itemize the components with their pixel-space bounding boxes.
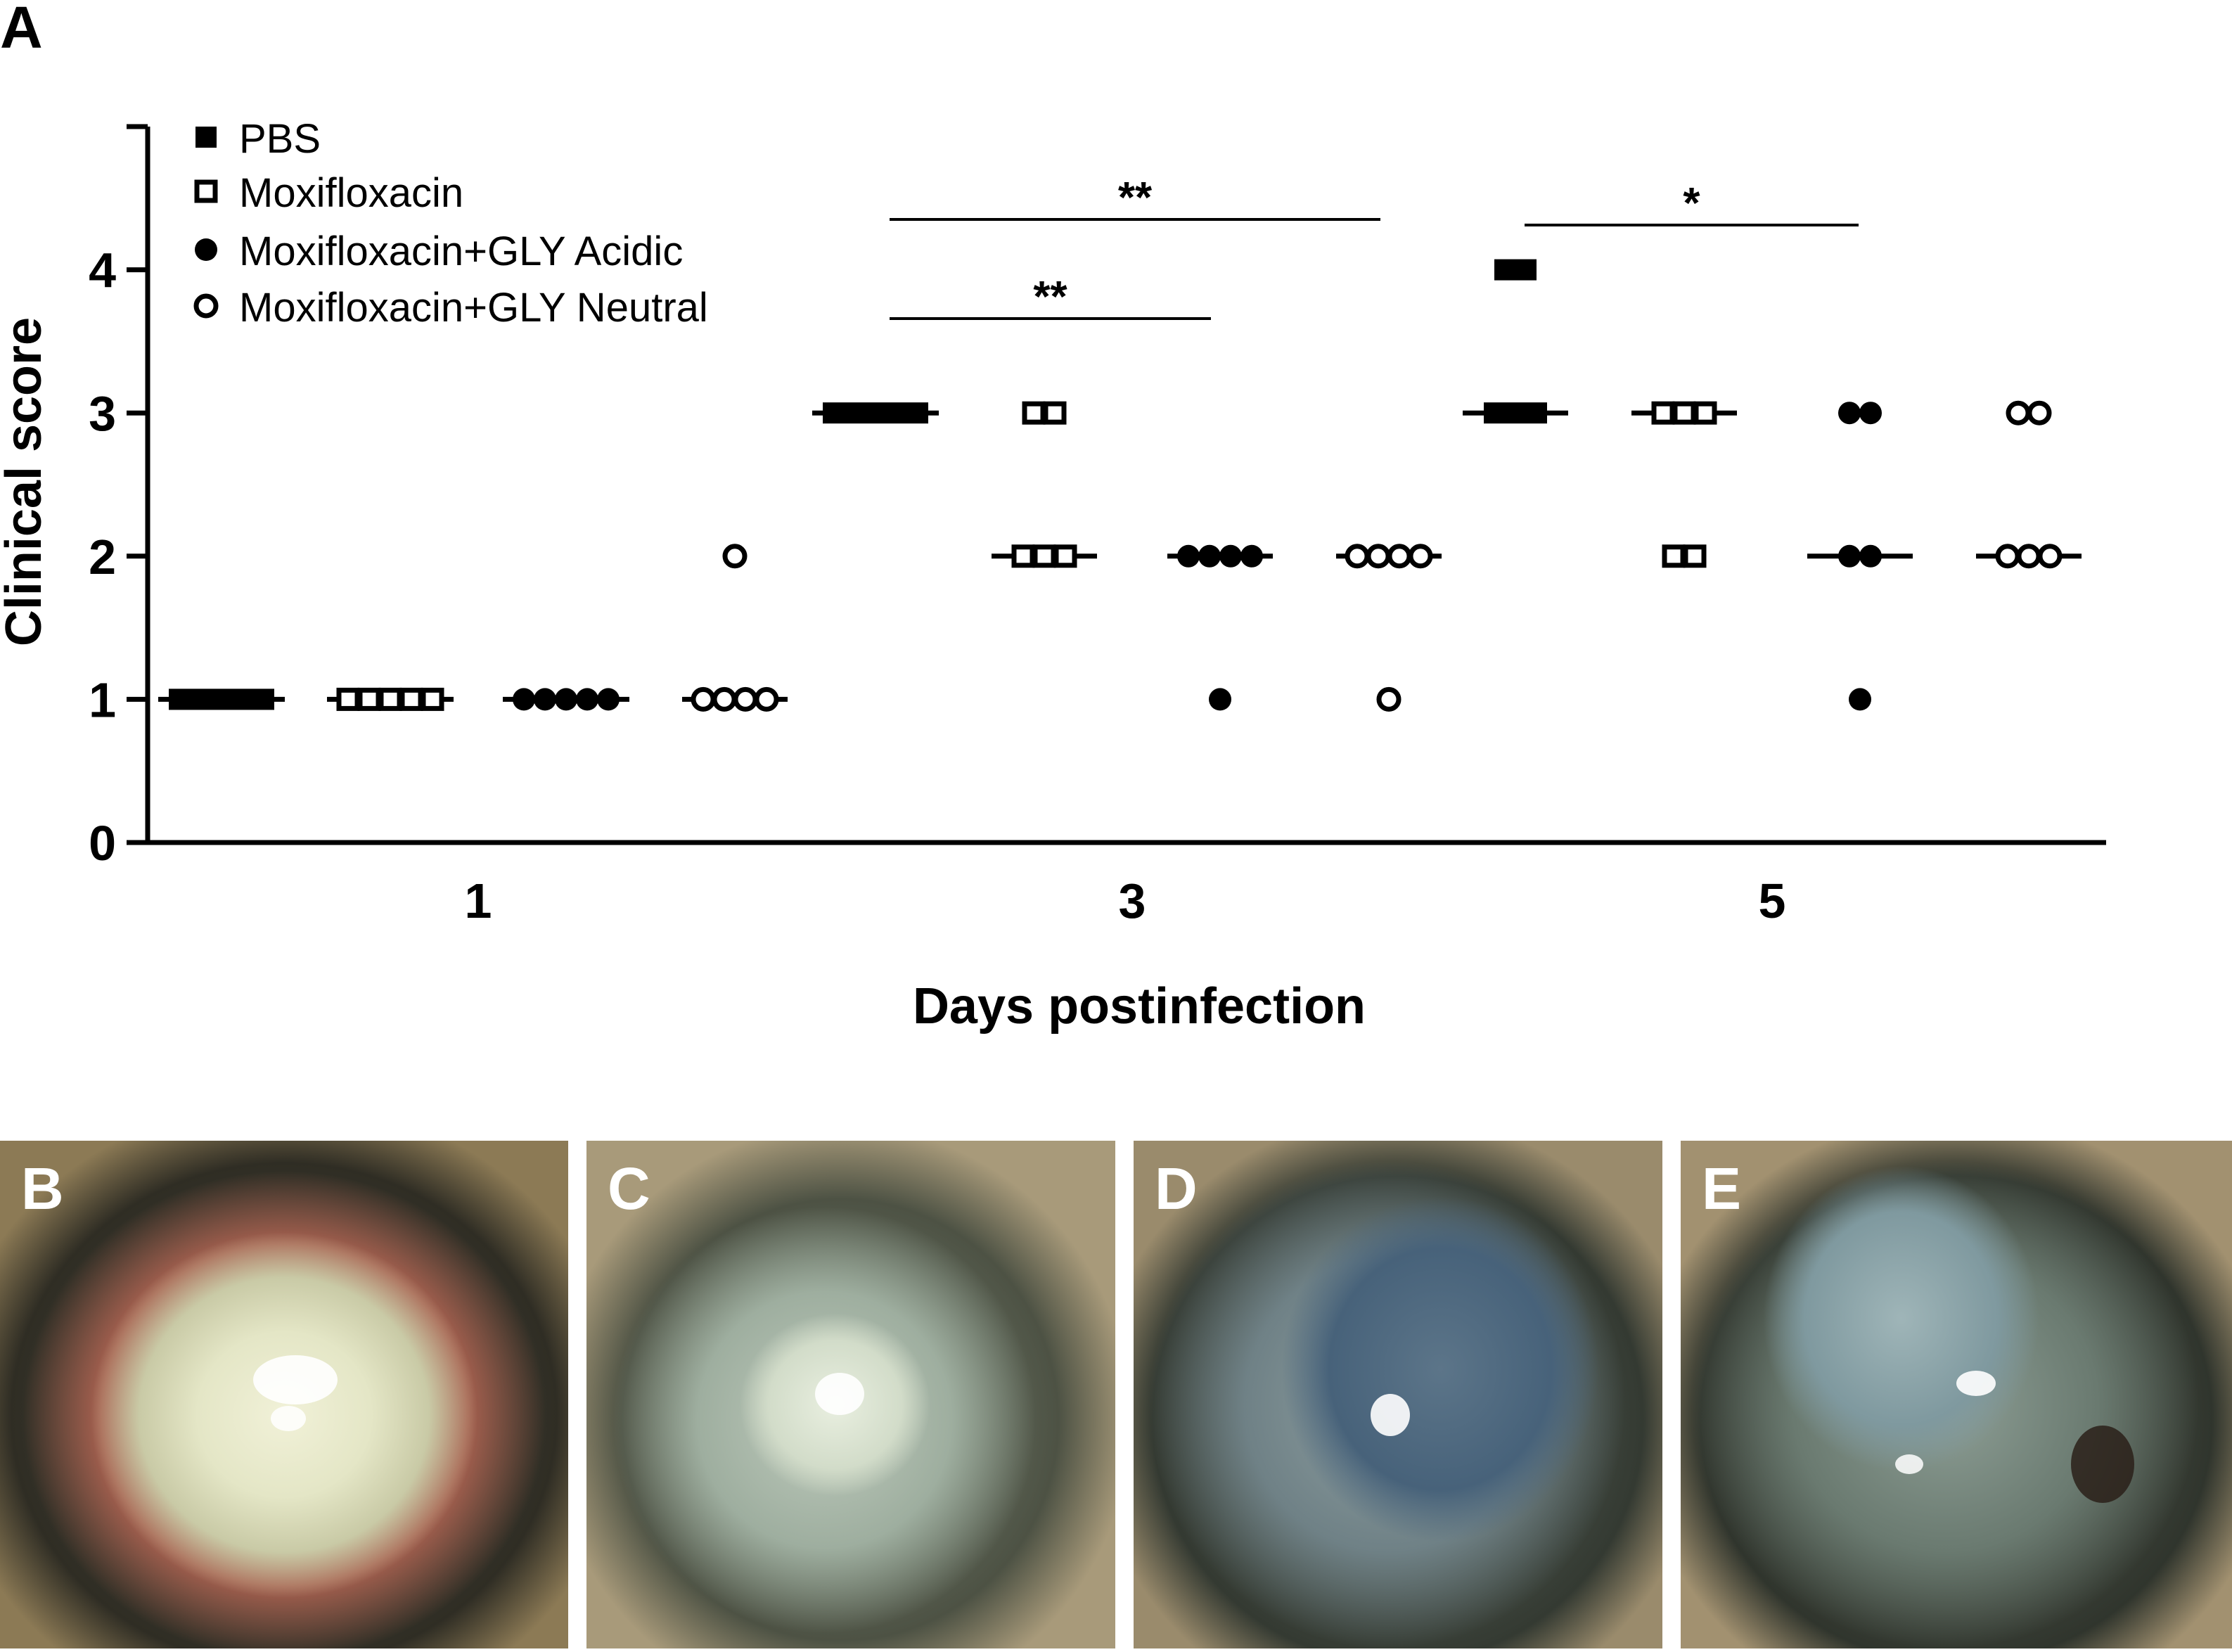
data-point (378, 687, 402, 711)
data-point (232, 689, 253, 710)
data-point (1505, 402, 1526, 424)
data-point (555, 688, 577, 711)
panel-label-b: B (21, 1155, 64, 1222)
significance-label: * (1683, 179, 1700, 228)
legend-label: Moxifloxacin+GLY Acidic (239, 229, 683, 274)
data-point (1177, 544, 1200, 568)
data-point (1849, 688, 1871, 711)
panel-label-e: E (1702, 1155, 1742, 1222)
data-point (1693, 401, 1717, 425)
data-point (1219, 544, 1242, 568)
significance-label: ** (1118, 174, 1153, 222)
legend: PBS Moxifloxacin Moxifloxacin+GLY Acidic Mo… (193, 116, 708, 331)
data-point (1859, 402, 1882, 425)
y-tick-label: 0 (89, 816, 116, 871)
data-point (399, 687, 423, 711)
data-point (1198, 544, 1221, 568)
data-point (733, 686, 758, 712)
data-point (1376, 686, 1402, 712)
data-point (886, 402, 907, 424)
data-point (597, 688, 620, 711)
data-point (2006, 400, 2031, 425)
panel-label-a: A (0, 0, 43, 60)
data-point (169, 689, 190, 710)
significance-label: ** (1033, 273, 1067, 321)
data-point (421, 687, 444, 711)
eye-photo-d: D (1134, 1141, 1662, 1648)
y-tick-label: 2 (89, 530, 116, 584)
y-tick-label: 1 (89, 672, 116, 727)
data-point (1662, 544, 1686, 568)
data-point (253, 689, 274, 710)
data-point (1515, 259, 1537, 281)
data-point (211, 689, 232, 710)
data-point (722, 544, 748, 569)
legend-marker (194, 179, 218, 203)
data-point (576, 688, 598, 711)
eye-photo-b: B (0, 1141, 568, 1648)
data-point (1053, 544, 1077, 568)
data-point (1240, 544, 1263, 568)
data-point (712, 686, 737, 712)
data-point (1995, 544, 2020, 569)
legend-marker (195, 238, 217, 261)
data-point (1032, 544, 1056, 568)
data-point (844, 402, 865, 424)
x-axis-label: Days postinfection (913, 978, 1366, 1035)
significance-brackets: ***** (890, 174, 1859, 321)
data-point (754, 686, 779, 712)
data-point (1838, 544, 1861, 568)
y-axis-label: Clinical score (0, 317, 52, 646)
data-point (190, 689, 211, 710)
x-tick-label: 5 (1759, 873, 1786, 928)
data-point (2016, 544, 2041, 569)
data-point (534, 688, 556, 711)
x-tick-label: 1 (465, 873, 492, 928)
legend-label: Moxifloxacin+GLY Neutral (239, 285, 708, 331)
data-point (1494, 259, 1515, 281)
data-point (1651, 401, 1675, 425)
data-points (158, 259, 2082, 712)
data-point (1043, 401, 1067, 425)
data-point (1526, 402, 1547, 424)
data-point (865, 402, 886, 424)
data-point (1366, 544, 1391, 569)
panel-label-c: C (608, 1155, 650, 1222)
data-point (1408, 544, 1433, 569)
y-tick-label: 4 (89, 243, 116, 298)
legend-marker (195, 127, 217, 148)
data-point (1672, 401, 1696, 425)
x-tick-label: 3 (1119, 873, 1146, 928)
data-point (1484, 402, 1505, 424)
data-point (357, 687, 381, 711)
data-point (1387, 544, 1412, 569)
data-point (1683, 544, 1707, 568)
data-point (336, 687, 360, 711)
data-point (907, 402, 928, 424)
chart-axes: 0 1 2 3 4 1 3 5 (89, 124, 2106, 928)
data-point (823, 402, 844, 424)
data-point (1838, 402, 1861, 425)
data-point (513, 688, 535, 711)
data-point (2027, 400, 2052, 425)
panel-label-d: D (1155, 1155, 1198, 1222)
legend-label: Moxifloxacin (239, 170, 463, 216)
data-point (691, 686, 716, 712)
data-point (1011, 544, 1035, 568)
y-tick-label: 3 (89, 386, 116, 441)
legend-marker (193, 293, 219, 319)
data-point (1022, 401, 1046, 425)
eye-photo-e: E (1681, 1141, 2232, 1648)
data-point (2037, 544, 2063, 569)
legend-label: PBS (239, 116, 321, 162)
data-point (1209, 688, 1231, 711)
eye-photo-c: C (586, 1141, 1115, 1648)
data-point (1345, 544, 1370, 569)
data-point (1859, 544, 1882, 568)
